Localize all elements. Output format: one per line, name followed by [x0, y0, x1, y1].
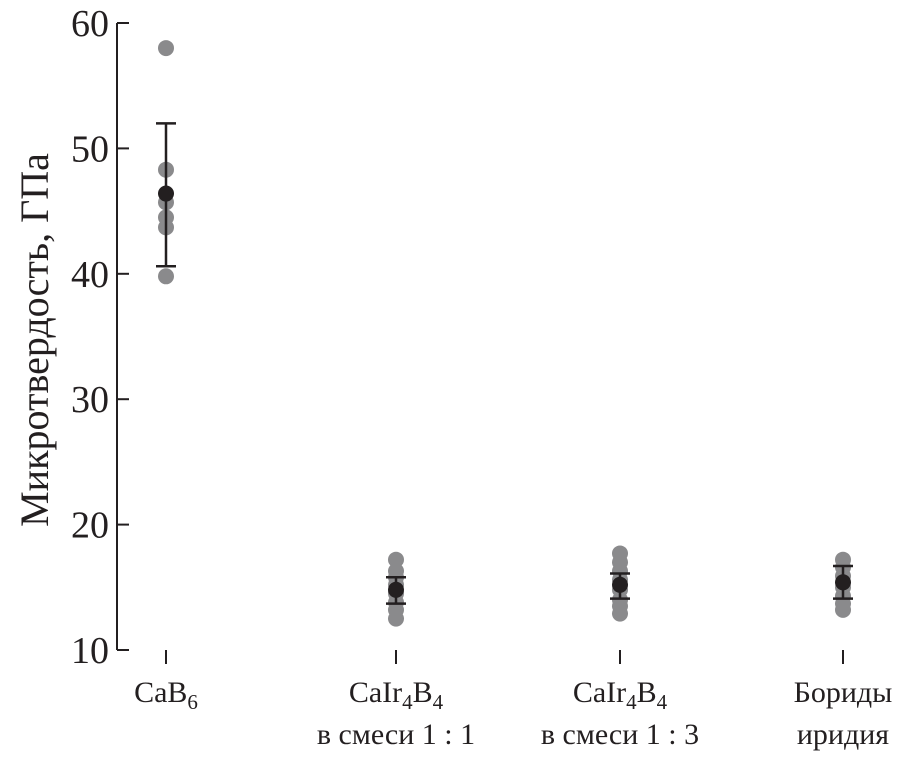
x-tick-label: CaIr4B4 — [573, 676, 668, 714]
x-tick-label: Бориды — [794, 676, 893, 709]
mean-point — [388, 581, 404, 598]
data-point — [388, 551, 404, 568]
mean-point — [612, 576, 628, 593]
x-tick-label-line2: иридия — [797, 718, 889, 751]
marks — [156, 40, 853, 627]
data-point — [158, 40, 174, 57]
x-tick-label: CaIr4B4 — [349, 676, 444, 714]
y-tick-label: 20 — [71, 505, 109, 547]
data-point — [388, 610, 404, 627]
y-tick-label: 60 — [71, 3, 109, 45]
x-tick-label: CaB6 — [134, 676, 198, 714]
y-tick-label: 50 — [71, 128, 109, 170]
data-point — [158, 268, 174, 285]
x-tick-label-line2: в смеси 1 : 1 — [317, 718, 475, 751]
y-tick-label: 10 — [71, 630, 109, 672]
axes: 10 20 30 40 50 60 CaB6 CaIr4B4 в смеси 1 : 1 CaIr… — [71, 3, 892, 751]
y-tick-label: 40 — [71, 254, 109, 296]
mean-point — [835, 574, 851, 591]
data-point — [835, 601, 851, 618]
x-tick-label-line2: в смеси 1 : 3 — [541, 718, 699, 751]
y-tick-label: 30 — [71, 379, 109, 421]
y-axis-label: Микротвердость, ГПа — [12, 153, 57, 527]
data-point — [612, 605, 628, 622]
mean-point — [158, 185, 174, 202]
